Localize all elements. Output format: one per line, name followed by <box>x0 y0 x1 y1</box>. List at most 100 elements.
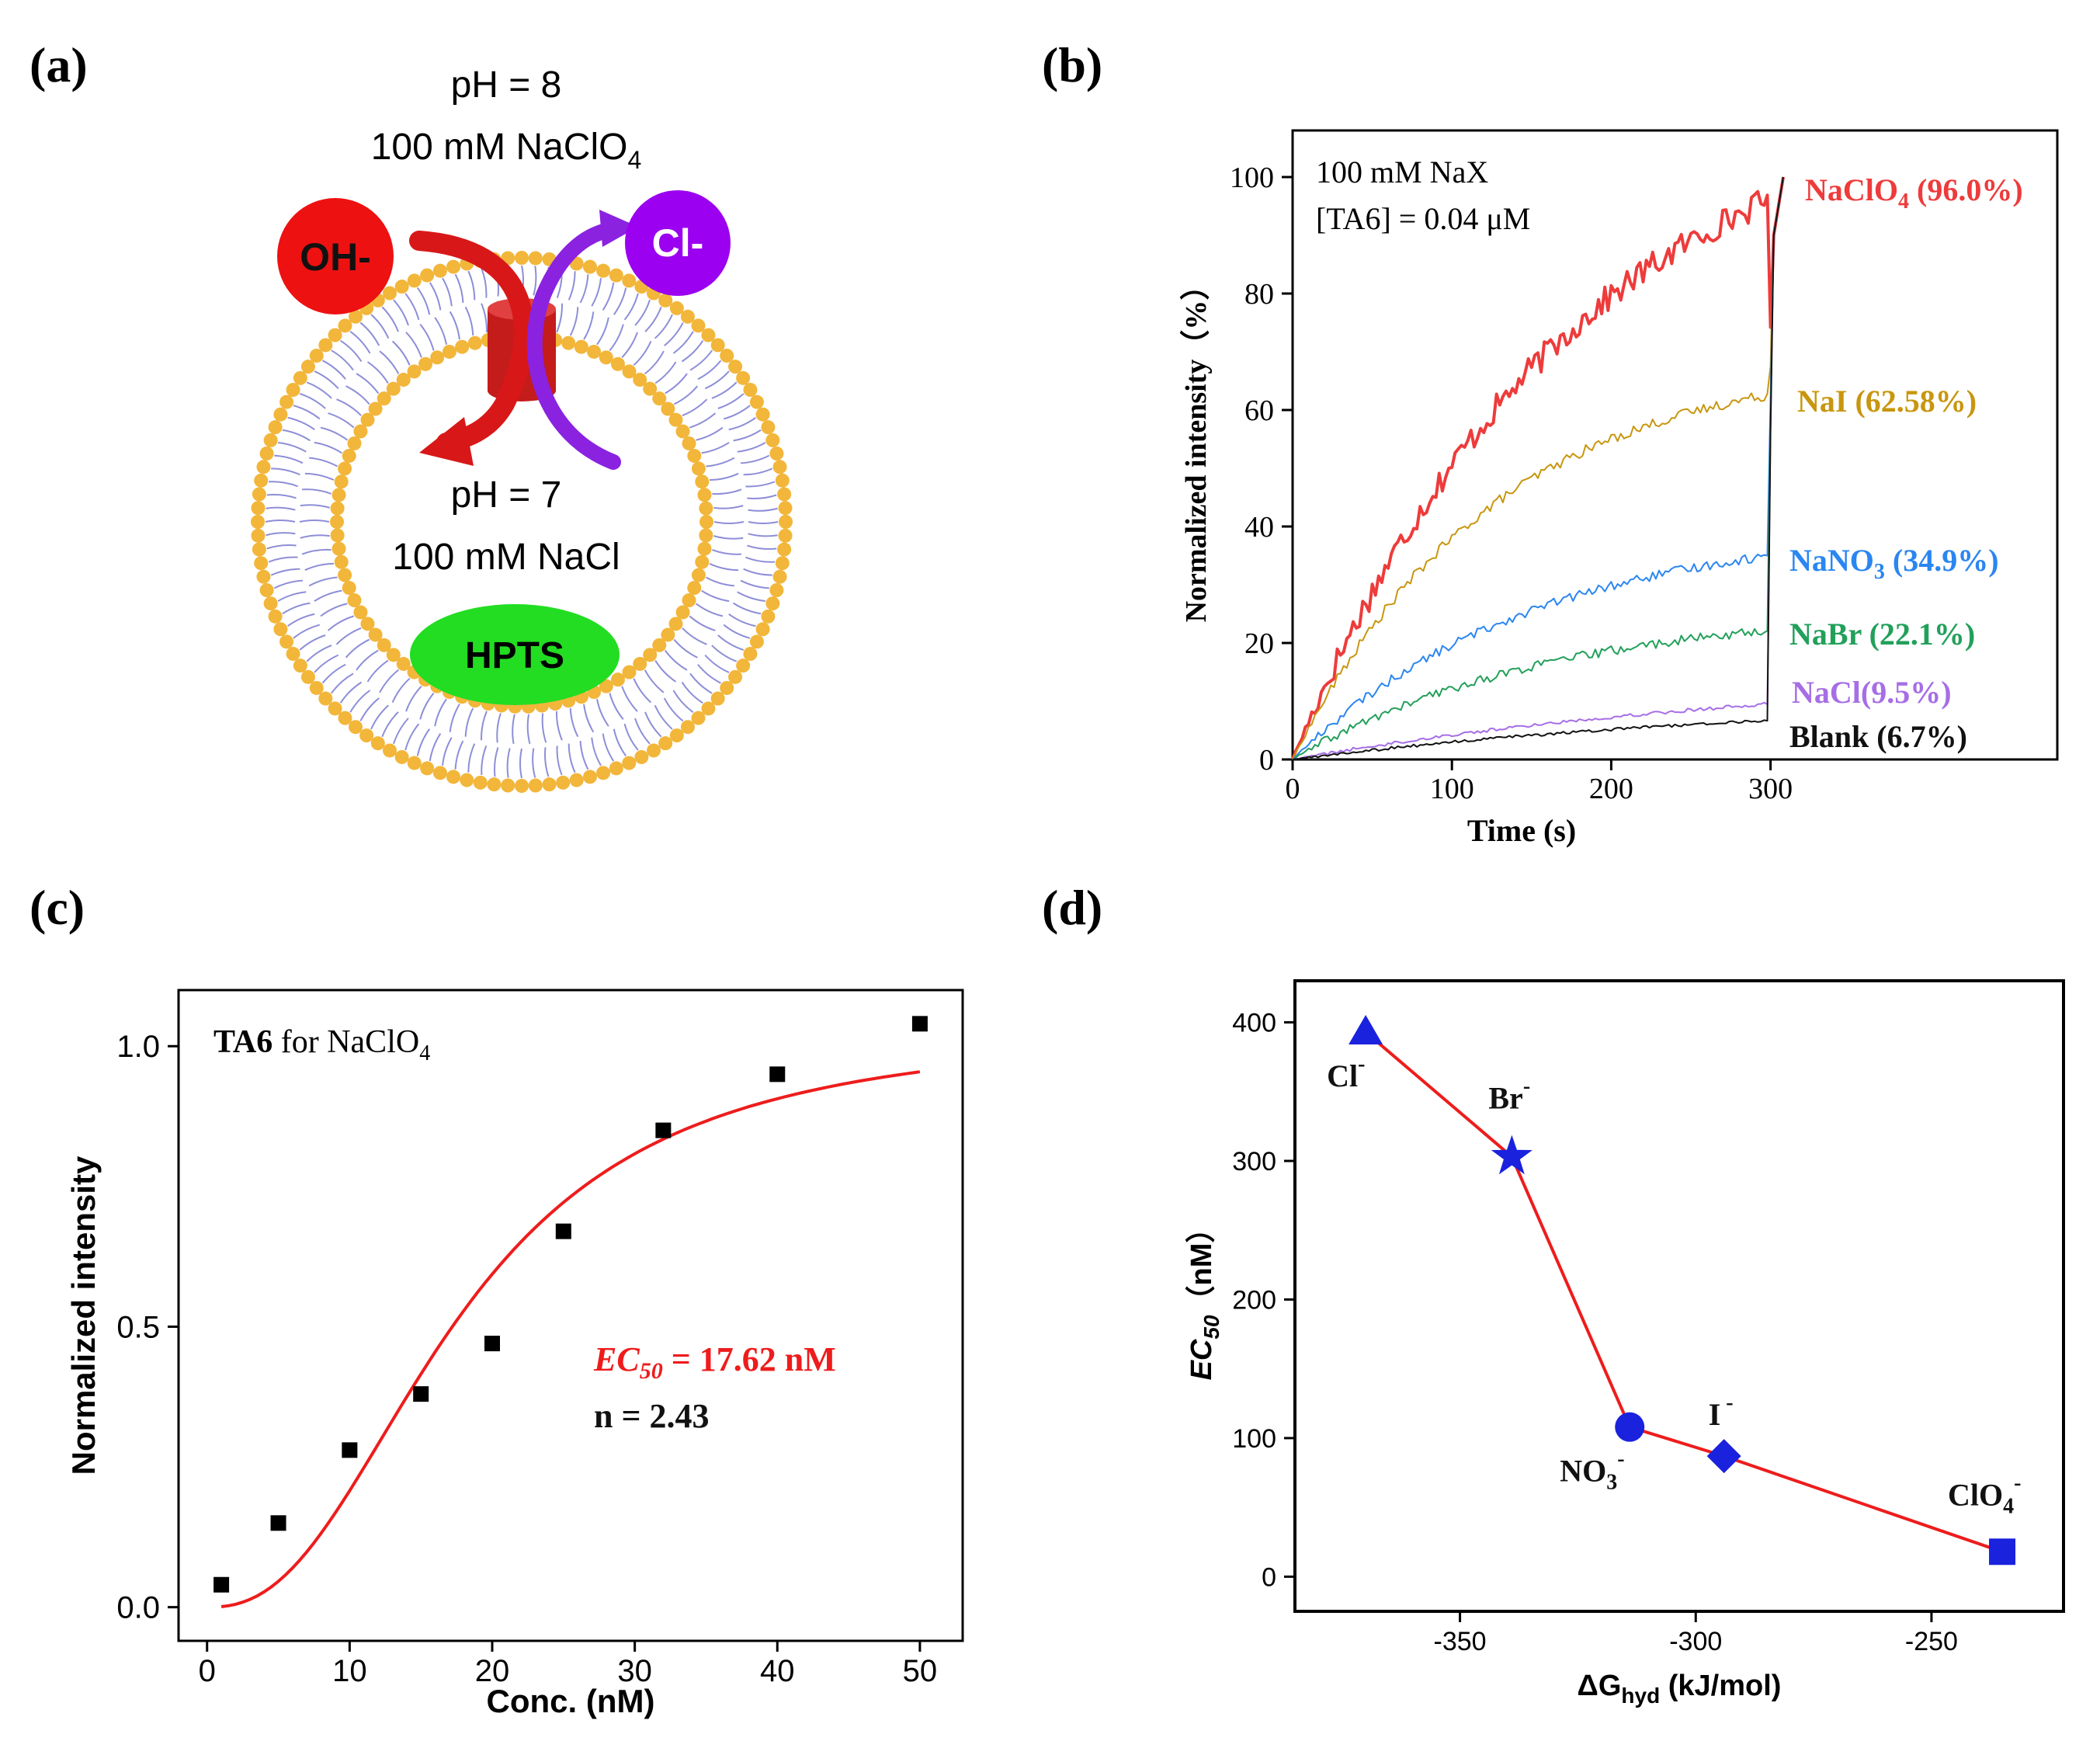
lipid-tail <box>268 556 298 563</box>
lipid-tail <box>621 686 638 712</box>
lipid-head <box>528 778 543 793</box>
lipid-tail <box>596 699 609 727</box>
lipid-tail <box>696 426 724 441</box>
data-point-c <box>769 1066 786 1083</box>
lipid-tail <box>306 381 332 399</box>
lipid-tail <box>633 340 652 367</box>
lipid-tail <box>532 748 536 778</box>
lipid-head <box>761 420 776 435</box>
y-tick-label-b: 80 <box>1244 278 1274 311</box>
lipid-tail <box>569 307 579 336</box>
lipid-head <box>279 634 294 649</box>
x-tick-label-c: 30 <box>617 1654 652 1688</box>
lipid-head <box>330 528 345 543</box>
lipid-tail <box>419 692 435 720</box>
lipid-head <box>743 647 758 661</box>
y-tick-label-b: 0 <box>1259 744 1274 777</box>
lipid-head <box>370 736 385 751</box>
lipid-tail <box>591 278 602 307</box>
lipid-tail <box>556 303 563 333</box>
lipid-tail <box>689 672 713 694</box>
lipid-head <box>252 487 266 502</box>
outside-salt: 100 mM NaClO4 <box>371 127 642 174</box>
lipid-head <box>609 761 623 776</box>
lipid-tail <box>404 293 420 321</box>
lipid-tail <box>336 398 362 416</box>
lipid-tail <box>733 429 762 442</box>
lipid-tail <box>711 381 738 399</box>
lipid-tail <box>748 533 778 537</box>
lipid-head <box>596 766 611 780</box>
lipid-head <box>728 669 743 684</box>
lipid-head <box>254 473 269 488</box>
lipid-head <box>273 622 288 637</box>
x-tick-label-c: 20 <box>475 1654 510 1688</box>
lipid-tail <box>286 613 315 627</box>
lipid-tail <box>481 303 488 333</box>
lipid-tail <box>695 603 724 617</box>
lipid-head <box>394 280 409 294</box>
lipid-tail <box>282 429 311 442</box>
lipid-head <box>256 569 271 584</box>
data-point-c <box>342 1442 358 1458</box>
lipid-tail <box>309 457 338 467</box>
lipid-tail <box>481 268 488 298</box>
annotation-b-line1: 100 mM NaX <box>1316 155 1488 189</box>
series-label-nacl: NaCl(9.5%) <box>1792 675 1952 710</box>
inside-salt: 100 mM NaCl <box>392 537 620 578</box>
lipid-tail <box>266 506 296 511</box>
annotation-b-line2: [TA6] = 0.04 μM <box>1316 201 1530 236</box>
lipid-head <box>407 364 422 379</box>
lipid-tail <box>266 544 297 550</box>
hill-fit-line <box>220 1070 921 1608</box>
lipid-head <box>777 542 792 557</box>
lipid-head <box>582 259 597 274</box>
lipid-head <box>286 647 300 661</box>
lipid-tail <box>621 332 638 358</box>
lipid-tail <box>449 704 460 732</box>
lipid-tail <box>366 659 389 683</box>
lipid-tail <box>737 442 766 453</box>
lipid-head <box>599 350 613 365</box>
lipid-tail <box>723 405 751 420</box>
lipid-head <box>460 773 474 787</box>
lipid-head <box>610 356 625 371</box>
lipid-tail <box>743 467 773 476</box>
lipid-tail <box>282 602 311 615</box>
lipid-head <box>368 401 383 416</box>
x-axis-title-c: Conc. (nM) <box>487 1683 655 1719</box>
lipid-tail <box>633 678 652 704</box>
lipid-tail <box>434 317 447 345</box>
cl-arrowhead <box>599 210 638 247</box>
lipid-head <box>256 460 271 474</box>
lipid-tail <box>349 330 371 354</box>
lipid-head <box>765 433 780 447</box>
lipid-head <box>396 656 411 671</box>
series-line-nai <box>1292 176 1784 760</box>
lipid-tail <box>654 314 673 339</box>
lipid-head <box>377 391 391 406</box>
lipid-tail <box>644 350 665 375</box>
lipid-head <box>647 743 661 758</box>
y-axis-title-c: Normalized intensity <box>65 1155 102 1475</box>
lipid-tail <box>569 707 579 738</box>
lipid-tail <box>314 441 342 454</box>
lipid-head <box>407 273 422 288</box>
lipid-tail <box>269 481 298 488</box>
lipid-head <box>368 627 383 642</box>
hpts-dye-ellipse <box>410 604 620 705</box>
lipid-head <box>353 605 368 620</box>
lipid-head <box>515 251 529 265</box>
lipid-tail <box>747 494 777 499</box>
lipid-head <box>418 356 433 371</box>
lipid-head <box>691 461 706 476</box>
lipid-head <box>279 394 294 409</box>
data-point-c <box>413 1386 429 1402</box>
lipid-tail <box>299 393 326 409</box>
series-line-nacl <box>1292 176 1784 760</box>
series-label-naclo: NaClO4 (96.0%) <box>1805 172 2023 214</box>
x-tick-label-b: 100 <box>1430 773 1474 805</box>
lipid-tail <box>568 271 576 301</box>
lipid-head <box>263 596 278 611</box>
lipid-tail <box>356 373 380 394</box>
